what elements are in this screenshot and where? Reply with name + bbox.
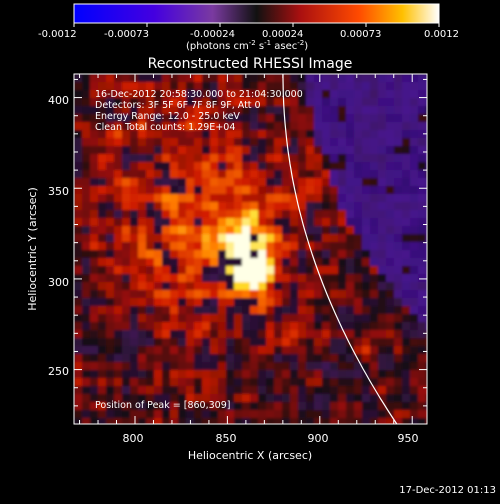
colorbar-tick-label: 0.0012 [424,29,459,40]
colorbar-tick-label: -0.00073 [104,29,149,40]
colorbar-tick-label: 0.00024 [262,29,303,40]
x-tick-label: 800 [123,432,144,445]
observation-time: 16-Dec-2012 20:58:30.000 to 21:04:30.000 [95,89,303,100]
x-axis-label: Heliocentric X (arcsec) [188,449,312,462]
x-tick-label: 950 [398,432,419,445]
energy-range-info: Energy Range: 12.0 - 25.0 keV [95,111,240,122]
colorbar: -0.0012 -0.00073 -0.00024 0.00024 0.0007… [38,3,459,52]
x-tick-label: 850 [216,432,237,445]
image-title: Reconstructed RHESSI Image [148,56,353,72]
y-tick-label: 400 [48,94,69,107]
colorbar-gradient [73,3,440,24]
y-tick-label: 250 [48,365,69,378]
colorbar-unit-label: (photons cm-2 s-1 asec-2) [186,39,308,52]
heatmap-image [74,74,427,424]
clean-counts-info: Clean Total counts: 1.29E+04 [95,122,235,133]
colorbar-tick-label: -0.0012 [38,29,77,40]
plot-frame [73,73,428,425]
y-tick-label: 350 [48,185,69,198]
axis-ticks [74,74,427,425]
colorbar-tick-label: -0.00024 [190,29,235,40]
colorbar-tick-label: 0.00073 [340,29,381,40]
peak-position-label: Position of Peak = [860,309] [95,400,230,411]
solar-limb-curve [282,74,398,424]
y-tick-label: 300 [48,276,69,289]
y-axis-label: Heliocentric Y (arcsec) [26,187,39,311]
image-plot: 16-Dec-2012 20:58:30.000 to 21:04:30.000… [73,73,428,425]
colorbar-ticks [73,23,440,27]
detectors-info: Detectors: 3F 5F 6F 7F 8F 9F, Att 0 [95,100,261,111]
footer-timestamp: 17-Dec-2012 01:13 [399,485,496,496]
x-tick-label: 900 [308,432,329,445]
